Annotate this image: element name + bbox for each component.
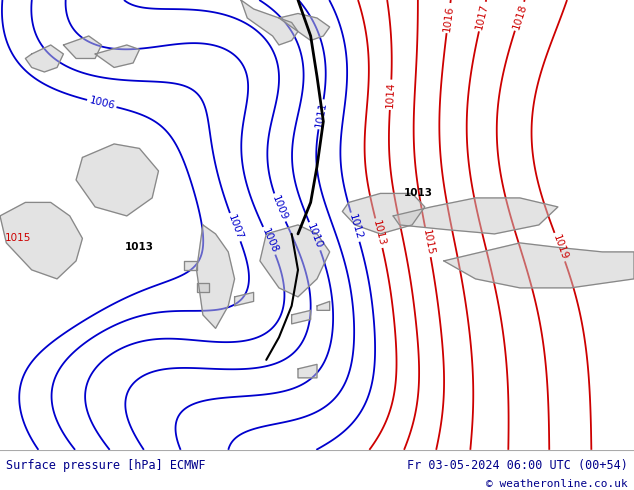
Polygon shape — [317, 301, 330, 310]
Polygon shape — [95, 45, 139, 68]
Polygon shape — [0, 202, 82, 279]
Polygon shape — [25, 45, 63, 72]
Text: 1013: 1013 — [371, 219, 387, 247]
Text: 1012: 1012 — [347, 213, 364, 241]
Polygon shape — [197, 225, 235, 328]
Text: 1014: 1014 — [385, 81, 396, 108]
Text: 1016: 1016 — [442, 4, 455, 32]
Text: 1018: 1018 — [511, 2, 528, 30]
Polygon shape — [444, 243, 634, 288]
Text: 1015: 1015 — [420, 228, 436, 256]
Text: © weatheronline.co.uk: © weatheronline.co.uk — [486, 479, 628, 489]
Text: Fr 03-05-2024 06:00 UTC (00+54): Fr 03-05-2024 06:00 UTC (00+54) — [407, 459, 628, 471]
Text: 1013: 1013 — [404, 189, 433, 198]
Text: 1008: 1008 — [259, 227, 279, 255]
Polygon shape — [184, 261, 197, 270]
Text: 1015: 1015 — [4, 233, 31, 244]
Text: 1009: 1009 — [270, 194, 289, 221]
Text: 1011: 1011 — [314, 100, 328, 128]
Text: 1007: 1007 — [226, 213, 245, 241]
Text: 1010: 1010 — [306, 222, 325, 250]
Text: 1013: 1013 — [125, 243, 154, 252]
Polygon shape — [76, 144, 158, 216]
Text: Surface pressure [hPa] ECMWF: Surface pressure [hPa] ECMWF — [6, 459, 206, 471]
Text: 1019: 1019 — [550, 233, 569, 261]
Polygon shape — [298, 365, 317, 378]
Polygon shape — [241, 0, 298, 45]
Polygon shape — [235, 293, 254, 306]
Polygon shape — [342, 194, 425, 234]
Polygon shape — [197, 283, 209, 293]
Polygon shape — [260, 225, 330, 297]
Polygon shape — [63, 36, 101, 58]
Polygon shape — [279, 14, 330, 41]
Polygon shape — [292, 310, 311, 324]
Polygon shape — [393, 198, 558, 234]
Text: 1017: 1017 — [474, 2, 490, 30]
Text: 1006: 1006 — [88, 96, 116, 112]
